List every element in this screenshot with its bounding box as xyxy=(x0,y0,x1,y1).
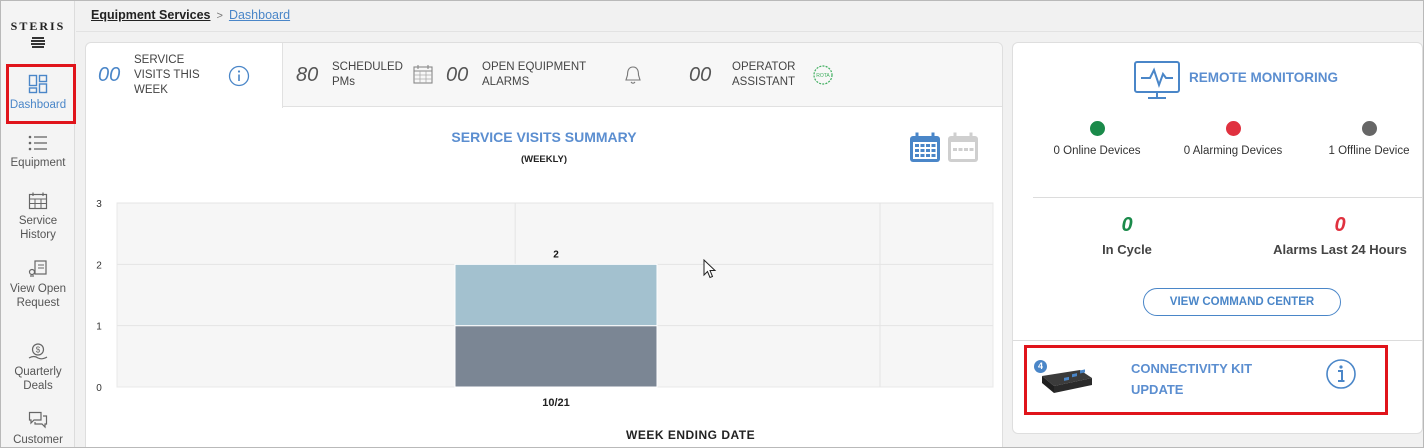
dashboard-icon xyxy=(28,74,48,94)
list-icon xyxy=(28,135,47,151)
header-divider xyxy=(76,31,1422,32)
kit-notification-badge: 4 xyxy=(1034,360,1047,373)
in-cycle-label: In Cycle xyxy=(1102,242,1152,257)
alarm-status-dot xyxy=(1225,121,1241,136)
tab-label: SERVICE VISITS THIS WEEK xyxy=(134,54,200,96)
panel-divider xyxy=(1013,340,1422,341)
badge-icon: ROTA xyxy=(813,65,833,85)
svg-text:$: $ xyxy=(36,346,41,355)
sidebar-item-dashboard[interactable]: Dashboard xyxy=(1,74,75,112)
tab-label: OPERATOR ASSISTANT xyxy=(732,61,796,88)
online-status-dot xyxy=(1089,121,1105,136)
y-tick-label: 0 xyxy=(96,383,102,394)
summary-subtitle: (WEEKLY) xyxy=(520,154,568,165)
tab-count: 00 xyxy=(689,63,712,86)
monthly-view-calendar-icon[interactable] xyxy=(946,131,980,165)
breadcrumb-dashboard[interactable]: Dashboard xyxy=(228,8,291,22)
tab-service-visits[interactable]: 00 SERVICE VISITS THIS WEEK xyxy=(86,43,283,108)
bar-segment xyxy=(454,325,658,388)
sidebar-item-service-history[interactable]: Service History xyxy=(1,192,75,242)
sidebar-item-view-open-request[interactable]: View Open Request xyxy=(1,260,75,310)
alarming-devices[interactable]: 0 Alarming Devices xyxy=(1173,121,1293,157)
online-devices-label: 0 Online Devices xyxy=(1053,145,1141,157)
view-command-center-button[interactable]: VIEW COMMAND CENTER xyxy=(1143,288,1341,316)
alarms-24h-value: 0 xyxy=(1334,214,1346,236)
summary-title: SERVICE VISITS SUMMARY xyxy=(451,129,637,145)
offline-devices-label: 1 Offline Device xyxy=(1328,145,1410,157)
info-icon[interactable] xyxy=(228,65,250,87)
dashboard-highlight-box xyxy=(6,64,76,124)
panel-divider xyxy=(1033,197,1424,198)
tab-scheduled-pms[interactable]: 80 SCHEDULED PMs xyxy=(296,43,436,107)
offline-devices[interactable]: 1 Offline Device xyxy=(1309,121,1424,157)
sidebar-item-equipment[interactable]: Equipment xyxy=(1,134,75,170)
brand-name: STERIS xyxy=(10,19,66,33)
sidebar-item-customer[interactable]: Customer xyxy=(1,411,75,447)
monitor-heartbeat-icon xyxy=(1134,61,1180,99)
bar-segment xyxy=(454,263,658,327)
mouse-cursor-icon xyxy=(703,259,717,279)
steris-logo[interactable]: STERIS xyxy=(1,19,75,49)
remote-monitoring-title: REMOTE MONITORING xyxy=(1189,70,1339,85)
weekly-view-calendar-icon[interactable] xyxy=(908,131,942,165)
sidebar-item-label: Dashboard xyxy=(9,99,67,111)
main-panel: 00 SERVICE VISITS THIS WEEK 80 SCHEDULED… xyxy=(85,42,1003,448)
calendar-icon xyxy=(413,65,433,84)
service-visits-chart: 0 1 2 3 10/21 2 xyxy=(96,199,994,409)
svg-text:ROTA: ROTA xyxy=(816,73,830,79)
tab-count: 00 xyxy=(446,63,469,86)
chat-icon xyxy=(28,411,48,429)
in-cycle-stat: 0 In Cycle xyxy=(1075,214,1179,257)
request-icon xyxy=(28,260,47,277)
x-tick-label: 10/21 xyxy=(542,397,570,409)
sidebar: STERIS Dashboard Equipment xyxy=(1,1,75,447)
bar-total-label: 2 xyxy=(553,249,559,260)
kit-info-icon[interactable] xyxy=(1325,358,1357,390)
deals-icon: $ xyxy=(28,343,48,360)
alarms-24h-stat: 0 Alarms Last 24 Hours xyxy=(1263,214,1417,257)
tab-label: OPEN EQUIPMENT ALARMS xyxy=(482,61,586,88)
breadcrumb-separator: > xyxy=(216,10,223,22)
sidebar-item-quarterly-deals[interactable]: $ Quarterly Deals xyxy=(1,343,75,393)
online-devices[interactable]: 0 Online Devices xyxy=(1037,121,1157,157)
calendar-grid-icon xyxy=(28,192,48,210)
connectivity-kit-title[interactable]: CONNECTIVITY KIT UPDATE xyxy=(1131,361,1253,397)
sidebar-item-label: Quarterly Deals xyxy=(14,366,62,392)
connectivity-kit-highlight-box xyxy=(1024,345,1388,415)
x-axis-label: WEEK ENDING DATE xyxy=(626,428,756,442)
sidebar-item-label: Equipment xyxy=(10,157,66,169)
tab-label: SCHEDULED PMs xyxy=(332,61,403,88)
in-cycle-value: 0 xyxy=(1121,214,1133,236)
steris-logo-icon xyxy=(31,37,45,48)
bell-icon xyxy=(625,66,641,84)
breadcrumb: Equipment Services > Dashboard xyxy=(91,8,290,22)
tab-count: 00 xyxy=(98,64,121,86)
sidebar-item-label: Customer xyxy=(13,434,63,446)
tab-open-equipment-alarms[interactable]: 00 OPEN EQUIPMENT ALARMS xyxy=(446,43,646,107)
tab-operator-assistant[interactable]: 00 OPERATOR ASSISTANT ROTA xyxy=(689,43,849,107)
alarms-24h-label: Alarms Last 24 Hours xyxy=(1273,242,1407,257)
tab-count: 80 xyxy=(296,63,319,86)
sidebar-item-label: View Open Request xyxy=(9,283,67,309)
offline-status-dot xyxy=(1361,121,1377,136)
breadcrumb-equipment-services[interactable]: Equipment Services xyxy=(91,8,211,22)
y-tick-label: 2 xyxy=(96,260,102,271)
alarming-devices-label: 0 Alarming Devices xyxy=(1183,145,1283,157)
connectivity-kit-device-image[interactable] xyxy=(1040,366,1094,396)
sidebar-item-label: Service History xyxy=(18,215,58,241)
y-tick-label: 1 xyxy=(96,322,102,333)
y-tick-label: 3 xyxy=(96,199,102,210)
